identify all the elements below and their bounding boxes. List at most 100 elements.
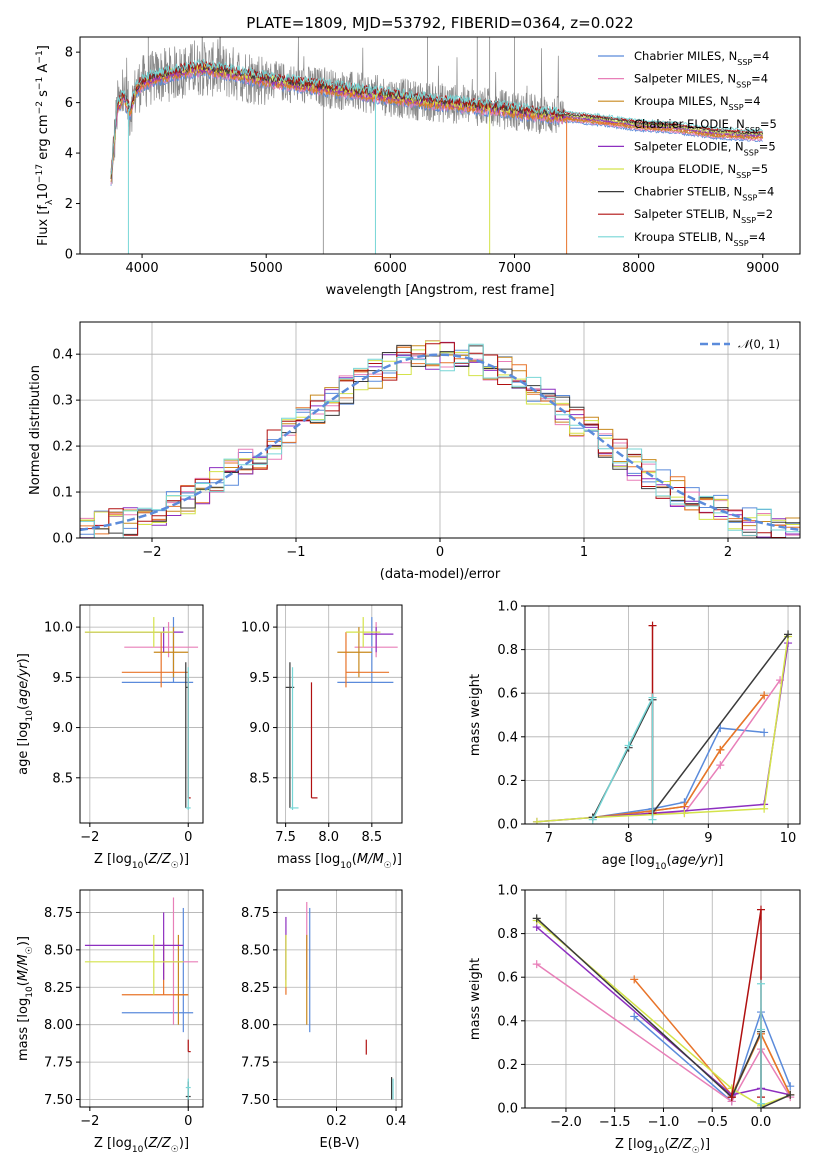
plot-area-mass_vs_Z xyxy=(84,897,199,1107)
y-tick-label: 8.00 xyxy=(241,1018,270,1033)
y-tick-label: 8.75 xyxy=(241,906,270,921)
y-tick-label: 7.75 xyxy=(241,1056,270,1071)
axes-residuals: −2 −1 0 1 2 0.0 0.1 0.2 0.3 0.4 (data-model)/error… xyxy=(28,321,801,582)
y-tick-label: 0.4 xyxy=(497,730,518,745)
y-tick-label: 0.4 xyxy=(52,348,73,363)
y-tick-label: 0.2 xyxy=(52,440,73,455)
residual-histogram xyxy=(80,342,800,538)
spectrum-model-line xyxy=(110,60,764,180)
plot-area-age_vs_mass xyxy=(285,617,398,810)
x-tick-label: −2 xyxy=(142,545,161,560)
weight-line xyxy=(536,636,789,823)
x-tick-label: 0 xyxy=(184,1114,192,1129)
x-tick-label: 7 xyxy=(545,831,553,846)
y-tick-label: 0 xyxy=(65,248,73,263)
y-tick-label: 8.50 xyxy=(44,943,73,958)
x-axis-label: mass [log10(M/M☉)] xyxy=(277,852,402,871)
weight-marker xyxy=(648,621,657,630)
y-axis-label: mass weight xyxy=(468,958,483,1040)
x-tick-label: 6000 xyxy=(374,261,407,276)
y-tick-label: 9.0 xyxy=(249,721,270,736)
weight-marker xyxy=(784,630,793,639)
plot-area-weight_vs_age xyxy=(532,621,793,824)
y-tick-label: 8.75 xyxy=(44,906,73,921)
y-tick-label: 0.3 xyxy=(52,394,73,409)
weight-marker xyxy=(756,1025,765,1034)
y-tick-label: 10.0 xyxy=(241,621,270,636)
axes-frame xyxy=(276,604,403,824)
legend-entry: Salpeter ELODIE, NSSP=5 xyxy=(634,139,776,157)
x-tick-label: −2.0 xyxy=(550,1115,582,1130)
weight-marker xyxy=(532,817,541,824)
spectrum-model-line xyxy=(110,58,764,175)
y-tick-label: 8.00 xyxy=(44,1018,73,1033)
weight-line xyxy=(536,963,791,1103)
weight-marker xyxy=(532,960,541,969)
x-tick-label: 0.4 xyxy=(386,1114,407,1129)
weight-line xyxy=(592,694,765,819)
axes-mass_vs_Z: −2 0 7.50 7.75 8.00 8.25 8.50 8.75 Z [log10(Z/Z☉… xyxy=(16,889,204,1155)
y-tick-label: 0.1 xyxy=(52,486,73,501)
x-axis-label: wavelength [Angstrom, rest frame] xyxy=(326,283,555,298)
y-tick-label: 9.5 xyxy=(52,671,73,686)
x-tick-label: 8.5 xyxy=(361,830,382,845)
spectrum-model-line xyxy=(110,59,763,173)
weight-marker xyxy=(786,1082,795,1091)
axes-age_vs_Z: −2 0 8.5 9.0 9.5 10.0 Z [log10(Z/Z☉)] age [log1… xyxy=(16,604,204,871)
residual-histogram xyxy=(80,344,800,538)
weight-line xyxy=(592,727,765,819)
axes-frame xyxy=(79,604,204,824)
x-tick-label: 0 xyxy=(184,830,192,845)
y-tick-label: 9.5 xyxy=(249,671,270,686)
weight-marker xyxy=(648,815,657,824)
y-tick-label: 0.0 xyxy=(52,532,73,547)
weight-marker xyxy=(727,1093,736,1102)
y-tick-label: 7.75 xyxy=(44,1056,73,1071)
weight-line xyxy=(536,926,791,1096)
plot-area-spectrum xyxy=(110,37,764,254)
weight-marker xyxy=(786,1090,795,1099)
weight-marker xyxy=(756,979,765,988)
y-tick-label: 4 xyxy=(65,147,73,162)
legend-entry: Kroupa MILES, NSSP=4 xyxy=(634,94,761,112)
axes-mass_vs_ebv: 0.2 0.4 7.50 7.75 8.00 8.25 8.50 8.75 E(B-V) xyxy=(241,889,407,1151)
x-tick-label: 7000 xyxy=(498,261,531,276)
y-tick-label: 8 xyxy=(65,46,73,61)
legend-entry: 𝒩(0, 1) xyxy=(738,337,780,351)
y-tick-label: 0.2 xyxy=(497,774,518,789)
x-tick-label: 10 xyxy=(780,831,797,846)
weight-marker xyxy=(648,693,657,702)
y-tick-label: 1.0 xyxy=(497,600,518,615)
y-tick-label: 8.50 xyxy=(241,943,270,958)
weight-marker xyxy=(756,905,765,914)
y-tick-label: 2 xyxy=(65,197,73,212)
weight-marker xyxy=(760,728,769,737)
x-tick-label: 0 xyxy=(436,545,444,560)
axes-frame xyxy=(79,889,204,1108)
x-tick-label: −2 xyxy=(80,1114,99,1129)
y-tick-label: 10.0 xyxy=(44,621,73,636)
weight-marker xyxy=(624,741,633,750)
axes-frame xyxy=(524,889,801,1109)
x-tick-label: 2 xyxy=(724,545,732,560)
y-tick-label: 9.0 xyxy=(52,721,73,736)
y-axis-label: age [log10(age/yr)] xyxy=(16,653,35,775)
plot-area-weight_vs_Z xyxy=(532,905,795,1108)
x-tick-label: −2 xyxy=(80,830,99,845)
y-tick-label: 7.50 xyxy=(44,1093,73,1108)
x-tick-label: −0.5 xyxy=(696,1115,728,1130)
plot-area-mass_vs_ebv xyxy=(285,901,394,1100)
y-tick-label: 1.0 xyxy=(497,884,518,899)
y-tick-label: 0.0 xyxy=(497,818,518,833)
weight-marker xyxy=(727,1084,736,1093)
weight-marker xyxy=(630,1012,639,1021)
chart-title: PLATE=1809, MJD=53792, FIBERID=0364, z=0… xyxy=(246,14,633,32)
weight-marker xyxy=(756,1099,765,1108)
plot-area-age_vs_Z xyxy=(84,617,199,810)
y-tick-label: 8.5 xyxy=(52,771,73,786)
weight-marker xyxy=(716,745,725,754)
x-tick-label: 7.5 xyxy=(275,830,296,845)
axes-spectrum: 4000 5000 6000 7000 8000 9000 0 2 4 6 8 PLATE=1809,… xyxy=(35,14,801,298)
x-tick-label: 8 xyxy=(624,831,632,846)
